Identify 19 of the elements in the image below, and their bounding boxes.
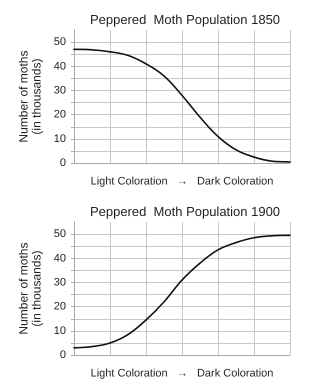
- x-axis-title: Light Coloration → Dark Coloration: [90, 176, 274, 188]
- y-tick-label: 40: [54, 252, 66, 264]
- y-tick-label: 10: [54, 324, 66, 337]
- y-tick-label: 0: [60, 157, 66, 170]
- y-tick-label: 0: [60, 349, 66, 362]
- y-tick-label: 10: [54, 132, 66, 145]
- y-tick-label: 30: [54, 276, 66, 288]
- chart-title: Peppered Moth Population 1850: [90, 12, 280, 27]
- y-axis-title: Number of moths (in thousands): [16, 50, 44, 143]
- y-tick-label: 20: [54, 300, 66, 313]
- y-tick-label: 30: [54, 84, 66, 96]
- y-tick-label: 50: [54, 36, 66, 48]
- y-tick-label: 50: [54, 228, 66, 240]
- y-tick-label: 20: [54, 108, 66, 121]
- line-series: [73, 234, 291, 349]
- chart-title: Peppered Moth Population 1900: [90, 204, 280, 219]
- y-tick-label: 40: [54, 60, 66, 72]
- y-axis-title: Number of moths (in thousands): [16, 242, 44, 335]
- x-axis-title: Light Coloration → Dark Coloration: [90, 368, 274, 380]
